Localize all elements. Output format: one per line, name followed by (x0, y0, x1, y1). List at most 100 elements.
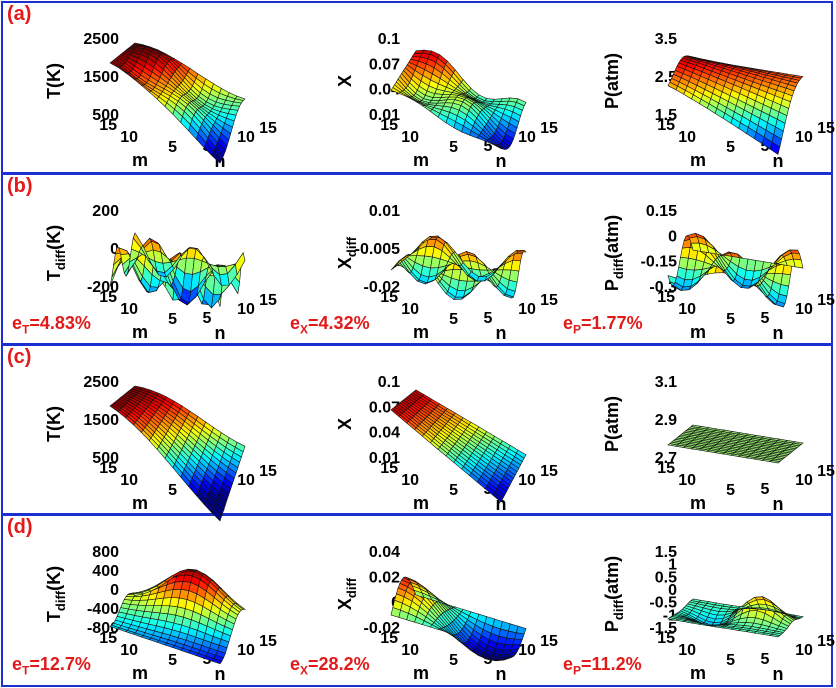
n-tick-label: 10 (237, 129, 255, 146)
error-sub: P (573, 663, 582, 678)
m-tick-label: 10 (401, 129, 419, 146)
n-axis-label: n (215, 664, 226, 684)
n-axis-label: n (773, 151, 784, 171)
z-axis-label: Xdiff (335, 577, 359, 610)
z-tick-label: 0.15 (646, 203, 677, 220)
n-tick-label: 10 (237, 642, 255, 659)
z-tick-label: 0.01 (369, 203, 400, 220)
error-label: eT=12.7% (12, 654, 91, 678)
m-tick-label: 10 (401, 642, 419, 659)
z-tick-label: -0.02 (364, 279, 401, 296)
z-tick-label: 1500 (83, 69, 119, 86)
m-tick-label: 5 (168, 311, 177, 328)
m-tick-label: 10 (678, 301, 696, 318)
z-axis-label: Tdiff(K) (44, 225, 68, 281)
z-tick-label: 0.01 (369, 107, 400, 124)
z-tick-label: 3.1 (655, 374, 677, 391)
error-prefix: e (290, 654, 301, 674)
n-tick-label: 10 (237, 301, 255, 318)
z-tick-label: 0 (110, 241, 119, 258)
m-tick-label: 5 (726, 652, 735, 669)
z-tick-label: 0.04 (369, 425, 400, 442)
m-axis-label: m (413, 150, 429, 170)
z-axis-label: X (335, 418, 355, 430)
n-axis-label: n (496, 664, 507, 684)
m-tick-label: 15 (380, 630, 398, 647)
m-tick-label: 5 (449, 652, 458, 669)
z-tick-label: 0.01 (369, 450, 400, 467)
z-tick-label: 200 (92, 203, 119, 220)
error-sub: X (300, 322, 309, 337)
n-tick-label: 15 (259, 120, 277, 137)
z-axis-label: Pdiff(atm) (602, 556, 626, 632)
n-tick-label: 5 (761, 138, 770, 155)
m-tick-label: 5 (168, 652, 177, 669)
n-tick-label: 5 (761, 310, 770, 327)
n-axis-label: n (773, 664, 784, 684)
m-axis-label: m (690, 322, 706, 342)
m-axis-label: m (413, 663, 429, 683)
m-tick-label: 15 (99, 460, 117, 477)
m-tick-label: 15 (657, 630, 675, 647)
z-tick-label: 2500 (83, 31, 119, 48)
z-tick-label: 0 (110, 582, 119, 599)
z-axis-label: Tdiff(K) (44, 566, 68, 622)
n-axis-label: n (773, 323, 784, 343)
n-tick-label: 15 (540, 463, 558, 480)
m-tick-label: 10 (120, 472, 138, 489)
n-tick-label: 15 (817, 120, 835, 137)
z-axis-label: T(K) (44, 406, 64, 442)
m-tick-label: 15 (657, 289, 675, 306)
z-tick-label: 3.5 (655, 31, 677, 48)
surface-patch (793, 258, 804, 269)
m-tick-label: 5 (726, 482, 735, 499)
surface-patch (235, 441, 246, 453)
error-prefix: e (563, 313, 574, 333)
z-tick-label: 1.5 (655, 544, 677, 561)
n-tick-label: 10 (237, 472, 255, 489)
z-tick-label: 0 (668, 582, 677, 599)
m-axis-label: m (690, 493, 706, 513)
error-value: =12.7% (29, 654, 91, 674)
error-value: =11.2% (581, 654, 642, 674)
m-tick-label: 15 (99, 117, 117, 134)
m-tick-label: 15 (380, 117, 398, 134)
error-value: =4.32% (308, 313, 370, 333)
m-tick-label: 10 (678, 129, 696, 146)
z-tick-label: 800 (92, 544, 119, 561)
error-sub: T (22, 322, 30, 337)
surface-patch (515, 249, 527, 253)
n-tick-label: 10 (795, 472, 813, 489)
surface-patch (510, 260, 521, 272)
z-tick-label: -0.02 (364, 620, 401, 637)
error-value: =1.77% (581, 313, 643, 333)
n-tick-label: 15 (817, 463, 835, 480)
m-tick-label: 5 (449, 139, 458, 156)
error-prefix: e (12, 654, 23, 674)
panel-label: (a) (7, 3, 32, 25)
m-tick-label: 10 (678, 472, 696, 489)
n-axis-label: n (496, 151, 507, 171)
z-tick-label: 1500 (83, 412, 119, 429)
panel-label: (b) (7, 175, 33, 197)
n-tick-label: 15 (817, 292, 835, 309)
error-prefix: e (12, 313, 23, 333)
surface-patch (234, 95, 246, 101)
surface-patch (235, 252, 246, 276)
z-tick-label: -0.3 (649, 279, 677, 296)
n-axis-label: n (496, 323, 507, 343)
m-axis-label: m (413, 493, 429, 513)
n-tick-label: 10 (518, 301, 536, 318)
n-tick-label: 5 (203, 310, 212, 327)
n-tick-label: 10 (518, 642, 536, 659)
z-tick-label: -0.005 (355, 241, 400, 258)
z-tick-label: 0 (668, 228, 677, 245)
m-axis-label: m (132, 663, 148, 683)
surface-patch (160, 251, 172, 264)
